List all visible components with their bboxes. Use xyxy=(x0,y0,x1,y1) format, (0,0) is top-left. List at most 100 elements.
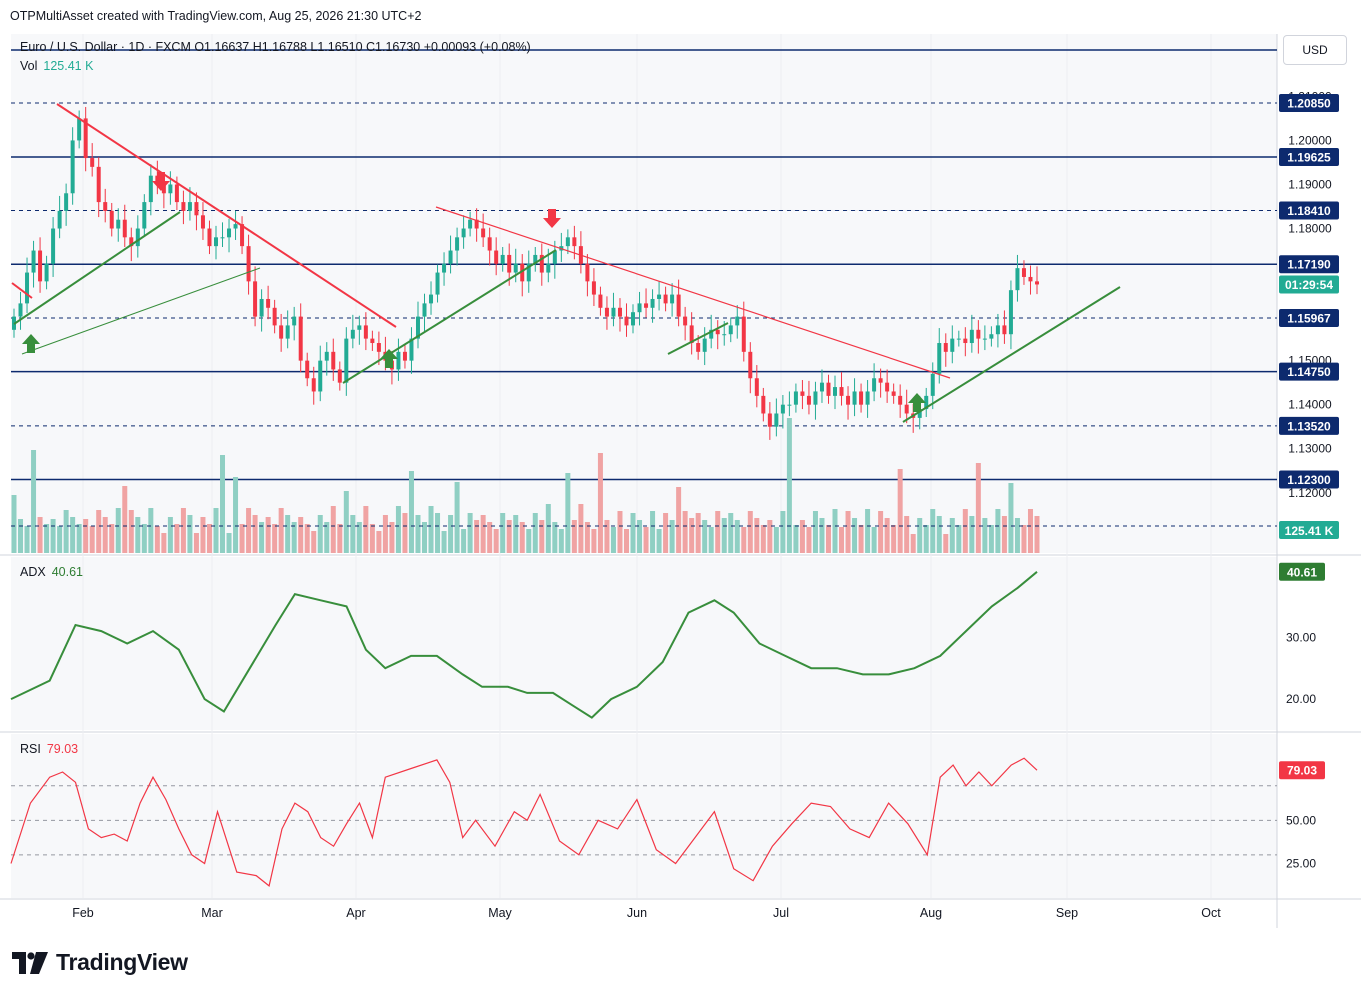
currency-button[interactable]: USD xyxy=(1283,35,1347,65)
candle-body xyxy=(142,202,147,229)
candle-body xyxy=(305,360,310,379)
volume-bar xyxy=(487,522,493,553)
tradingview-logo[interactable]: TradingView xyxy=(12,949,188,976)
candle-body xyxy=(350,329,355,339)
volume-badge-label: 125.41 K xyxy=(1285,524,1334,538)
volume-bar xyxy=(154,526,160,553)
volume-bar xyxy=(715,511,721,553)
volume-bar xyxy=(930,509,936,553)
candle-body xyxy=(1008,290,1013,335)
volume-bar xyxy=(689,518,695,553)
price-level-label: 1.20850 xyxy=(1287,97,1331,111)
volume-bar xyxy=(76,524,82,553)
candle-body xyxy=(25,272,30,304)
candle-body xyxy=(969,329,974,344)
volume-bar xyxy=(728,513,734,553)
candle-body xyxy=(963,338,968,344)
candle-body xyxy=(552,250,557,264)
candle-body xyxy=(735,316,740,326)
adx-badge-label: 40.61 xyxy=(1287,565,1317,579)
candle-body xyxy=(311,378,316,392)
volume-bar xyxy=(1027,509,1033,553)
volume-bar xyxy=(943,534,949,553)
adx-pane-background xyxy=(11,557,1277,730)
candle-body xyxy=(878,378,883,383)
volume-bar xyxy=(519,522,525,553)
volume-bar xyxy=(591,529,597,553)
volume-bar xyxy=(461,529,467,553)
volume-bar xyxy=(278,508,284,553)
candle-body xyxy=(331,351,336,370)
candle-body xyxy=(396,351,401,370)
volume-bar xyxy=(31,450,37,553)
candle-body xyxy=(839,387,844,396)
volume-bar xyxy=(552,522,558,553)
volume-bar xyxy=(663,513,669,553)
volume-bar xyxy=(83,519,89,553)
volume-bar xyxy=(102,517,108,553)
volume-bar xyxy=(923,525,929,553)
candle-body xyxy=(572,237,577,247)
volume-bar xyxy=(832,509,838,553)
volume-badge xyxy=(1279,521,1339,539)
volume-bar xyxy=(96,510,102,553)
volume-bar xyxy=(259,522,265,553)
volume-bar xyxy=(122,486,128,553)
candle-body xyxy=(116,219,121,229)
volume-bar xyxy=(174,524,180,553)
candle-body xyxy=(174,184,179,203)
volume-bar xyxy=(272,524,278,553)
volume-bar xyxy=(298,517,304,553)
candle-body xyxy=(90,158,95,167)
volume-bar xyxy=(650,511,656,553)
candle-body xyxy=(787,404,792,406)
candle-body xyxy=(950,338,955,352)
candle-body xyxy=(904,404,909,414)
volume-bar xyxy=(63,510,69,553)
down-arrow-icon xyxy=(543,209,561,228)
price-level-badge xyxy=(1279,201,1339,220)
price-level-label: 1.19625 xyxy=(1287,150,1331,164)
price-tick-label: 1.18000 xyxy=(1288,222,1332,236)
volume-legend: Vol 125.41 K xyxy=(20,59,93,73)
volume-bar xyxy=(389,522,395,553)
rsi-pane-background xyxy=(11,734,1277,898)
volume-bar xyxy=(558,529,564,553)
candle-body xyxy=(337,369,342,383)
candle-body xyxy=(122,219,127,238)
rsi-tick-label: 25.00 xyxy=(1286,856,1316,870)
adx-legend: ADX 40.61 xyxy=(20,565,83,579)
volume-bar xyxy=(682,511,688,553)
volume-bar xyxy=(995,509,1001,553)
volume-bar xyxy=(891,525,897,553)
candle-body xyxy=(937,343,942,374)
price-level-badge xyxy=(1279,309,1339,328)
volume-bar xyxy=(324,522,330,553)
candle-body xyxy=(813,391,818,405)
symbol-line: Euro / U.S. Dollar · 1D · FXCM O1.16637 … xyxy=(20,40,531,54)
candle-body xyxy=(741,316,746,352)
candle-body xyxy=(631,312,636,326)
candle-body xyxy=(402,351,407,361)
volume-bar xyxy=(422,522,428,553)
volume-bar xyxy=(532,513,538,553)
trend-line xyxy=(667,322,729,355)
volume-bar xyxy=(44,524,50,553)
rsi-badge-label: 79.03 xyxy=(1287,764,1317,778)
candle-body xyxy=(168,184,173,194)
x-tick-label: Jun xyxy=(627,906,647,920)
volume-bar xyxy=(24,526,30,553)
candle-body xyxy=(31,250,36,273)
volume-bar xyxy=(865,509,871,553)
countdown-badge xyxy=(1279,275,1339,294)
candle-body xyxy=(872,378,877,392)
trend-line xyxy=(11,282,33,299)
candle-body xyxy=(800,391,805,396)
candle-body xyxy=(96,166,101,203)
volume-bar xyxy=(578,504,584,553)
candle-body xyxy=(780,404,785,414)
candle-body xyxy=(657,294,662,299)
volume-bar xyxy=(584,522,590,553)
trend-line xyxy=(902,286,1121,423)
candle-body xyxy=(702,338,707,352)
